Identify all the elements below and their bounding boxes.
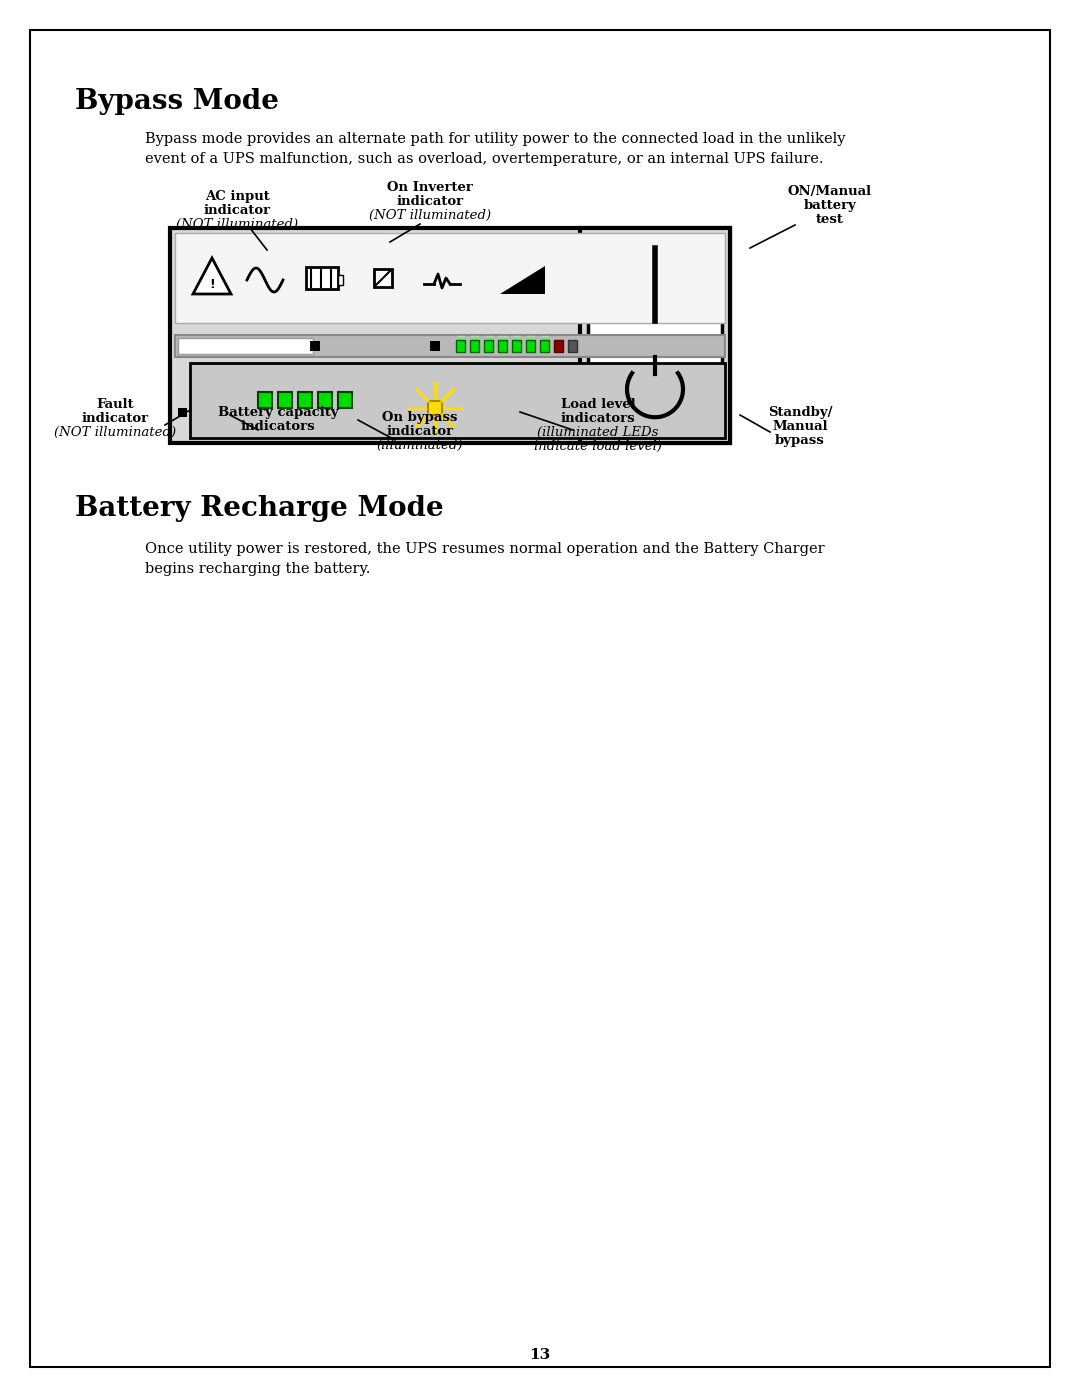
Text: Manual: Manual — [772, 420, 827, 433]
Text: indicate load level): indicate load level) — [534, 440, 662, 453]
Bar — [428, 401, 442, 415]
Bar — [298, 393, 312, 408]
Bar — [430, 341, 440, 351]
Polygon shape — [500, 265, 545, 293]
Bar — [526, 339, 535, 352]
Bar — [258, 393, 272, 408]
Bar — [498, 339, 507, 352]
Text: !: ! — [210, 278, 215, 292]
Text: Load level: Load level — [561, 398, 635, 411]
Text: 13: 13 — [529, 1348, 551, 1362]
Bar — [374, 270, 392, 286]
Text: indicators: indicators — [561, 412, 635, 425]
Bar — [310, 341, 320, 351]
Text: (NOT illuminated): (NOT illuminated) — [176, 218, 298, 231]
Bar — [306, 267, 338, 289]
Bar — [470, 339, 480, 352]
Bar — [456, 339, 465, 352]
Bar — [512, 339, 521, 352]
Text: Fault: Fault — [96, 398, 134, 411]
Text: ON/Manual: ON/Manual — [788, 184, 872, 198]
Text: battery: battery — [804, 198, 856, 212]
Bar — [568, 339, 577, 352]
Bar — [338, 393, 352, 408]
Text: (NOT illuminated): (NOT illuminated) — [369, 210, 491, 222]
Bar — [175, 233, 725, 323]
Text: (NOT illuminated): (NOT illuminated) — [54, 426, 176, 439]
Text: (illuminated): (illuminated) — [377, 439, 463, 453]
Bar — [190, 363, 725, 439]
Text: indicator: indicator — [81, 412, 149, 425]
Bar — [484, 339, 492, 352]
Text: Standby/: Standby/ — [768, 407, 833, 419]
Text: Once utility power is restored, the UPS resumes normal operation and the Battery: Once utility power is restored, the UPS … — [145, 542, 825, 576]
Bar — [178, 338, 313, 353]
Text: Bypass mode provides an alternate path for utility power to the connected load i: Bypass mode provides an alternate path f… — [145, 131, 846, 166]
Bar — [318, 393, 332, 408]
Bar — [278, 393, 292, 408]
Bar — [580, 228, 730, 443]
Text: test: test — [816, 212, 843, 226]
Text: bypass: bypass — [775, 434, 825, 447]
Text: Battery capacity: Battery capacity — [218, 407, 338, 419]
Bar — [178, 408, 187, 416]
Bar — [588, 236, 723, 337]
Text: On bypass: On bypass — [382, 411, 458, 425]
Polygon shape — [193, 258, 231, 293]
Bar — [554, 339, 563, 352]
Bar — [170, 228, 730, 443]
Text: AC input: AC input — [204, 190, 269, 203]
Text: Bypass Mode: Bypass Mode — [75, 88, 279, 115]
Text: Battery Recharge Mode: Battery Recharge Mode — [75, 495, 444, 522]
Text: indicator: indicator — [203, 204, 271, 217]
Bar — [540, 339, 549, 352]
Text: On Inverter: On Inverter — [387, 182, 473, 194]
Text: indicator: indicator — [387, 425, 454, 439]
Text: indicator: indicator — [396, 196, 463, 208]
Text: (illuminated LEDs: (illuminated LEDs — [538, 426, 659, 439]
Bar — [175, 335, 725, 358]
Bar — [338, 275, 343, 285]
Bar — [588, 342, 723, 436]
Text: indicators: indicators — [241, 420, 315, 433]
